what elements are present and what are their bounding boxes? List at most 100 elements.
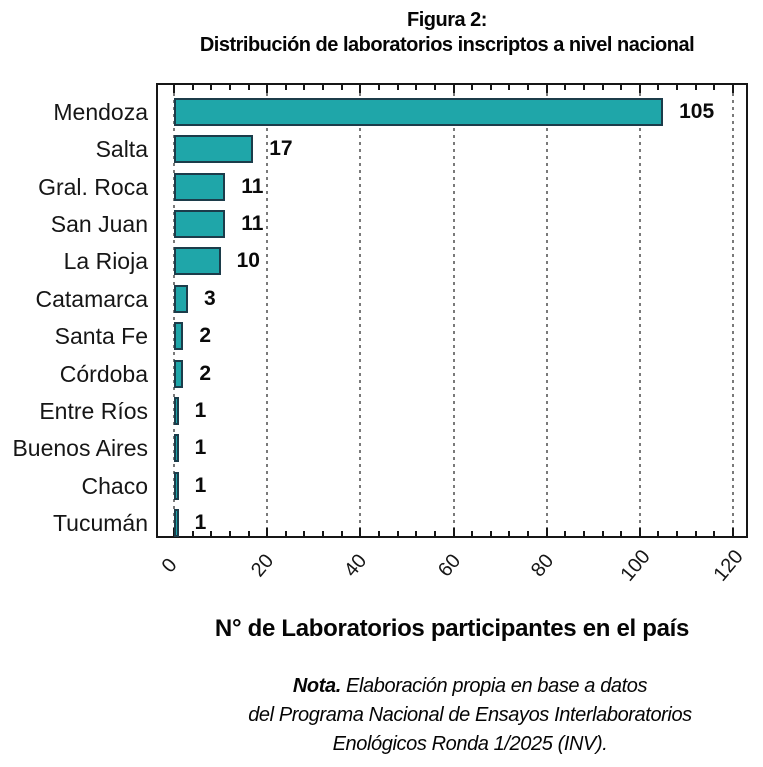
figure-title: Figura 2: Distribución de laboratorios i… bbox=[137, 8, 757, 58]
bar-mendoza bbox=[174, 98, 664, 126]
note-line1-text: Elaboración propia en base a datos bbox=[346, 675, 648, 697]
tick-top-120 bbox=[732, 85, 734, 93]
bar-cordoba bbox=[174, 359, 184, 388]
tick-top-24 bbox=[284, 85, 287, 90]
bar-buenos-aires bbox=[174, 434, 179, 463]
tick-bottom-52 bbox=[415, 531, 418, 536]
tick-top-52 bbox=[415, 85, 418, 90]
tick-bottom-40 bbox=[359, 528, 362, 536]
value-label-entre-rios: 1 bbox=[194, 398, 207, 422]
tick-bottom-20 bbox=[266, 528, 269, 536]
tick-bottom-108 bbox=[676, 531, 679, 536]
figure-title-line2: Distribución de laboratorios inscriptos … bbox=[199, 34, 695, 56]
value-label-gral-roca: 11 bbox=[241, 174, 264, 198]
note-line-2: del Programa Nacional de Ensayos Interla… bbox=[248, 704, 692, 726]
tick-bottom-36 bbox=[340, 531, 343, 536]
tick-bottom-56 bbox=[433, 531, 436, 536]
tick-bottom-104 bbox=[657, 531, 660, 536]
x-tick-label-40: 40 bbox=[340, 550, 372, 582]
category-label-mendoza: Mendoza bbox=[53, 99, 148, 125]
value-label-la-rioja: 10 bbox=[236, 249, 260, 273]
bar-salta bbox=[174, 135, 254, 164]
gridline-x-20 bbox=[266, 86, 269, 535]
tick-top-116 bbox=[713, 85, 716, 90]
tick-top-8 bbox=[210, 85, 213, 90]
tick-bottom-72 bbox=[508, 531, 511, 536]
x-axis-title: N° de Laboratorios participantes en el p… bbox=[214, 615, 690, 642]
value-label-chaco: 1 bbox=[194, 473, 207, 497]
plot-border bbox=[156, 83, 748, 538]
tick-bottom-60 bbox=[452, 528, 455, 536]
bar-la-rioja bbox=[174, 247, 221, 276]
x-tick-label-0: 0 bbox=[157, 554, 182, 578]
tick-bottom-12 bbox=[228, 531, 231, 536]
tick-bottom-80 bbox=[545, 528, 548, 536]
tick-bottom-64 bbox=[471, 531, 474, 536]
tick-top-0 bbox=[173, 85, 175, 93]
tick-bottom-32 bbox=[322, 531, 325, 536]
tick-bottom-112 bbox=[694, 531, 697, 536]
tick-top-68 bbox=[489, 85, 492, 90]
value-label-cordoba: 2 bbox=[199, 361, 211, 385]
gridline-x-120 bbox=[732, 86, 734, 535]
note-line-3: Enológicos Ronda 1/2025 (INV). bbox=[332, 733, 608, 755]
tick-bottom-84 bbox=[564, 531, 567, 536]
note-line-1: Nota. Elaboración propia en base a datos bbox=[160, 672, 763, 701]
tick-bottom-88 bbox=[582, 531, 585, 536]
category-label-chaco: Chaco bbox=[81, 472, 148, 499]
tick-top-44 bbox=[377, 85, 380, 90]
note-lead: Nota. bbox=[292, 675, 341, 697]
value-label-salta: 17 bbox=[269, 137, 293, 161]
tick-bottom-96 bbox=[620, 531, 623, 536]
x-tick-label-60: 60 bbox=[433, 550, 465, 582]
tick-bottom-68 bbox=[489, 531, 492, 536]
source-note: Nota. Elaboración propia en base a datos… bbox=[160, 672, 763, 759]
gridline-x-80 bbox=[545, 86, 548, 535]
tick-top-60 bbox=[452, 85, 455, 93]
tick-top-76 bbox=[527, 85, 530, 90]
category-label-santa-fe: Santa Fe bbox=[54, 323, 148, 350]
tick-bottom-92 bbox=[601, 531, 604, 536]
tick-top-112 bbox=[694, 85, 697, 90]
category-label-salta: Salta bbox=[95, 136, 148, 163]
tick-bottom-76 bbox=[527, 531, 530, 536]
tick-bottom-8 bbox=[210, 531, 213, 536]
tick-bottom-44 bbox=[377, 531, 380, 536]
bar-san-juan bbox=[174, 210, 226, 239]
tick-top-84 bbox=[564, 85, 567, 90]
tick-bottom-116 bbox=[713, 531, 716, 536]
value-label-mendoza: 105 bbox=[679, 100, 715, 123]
tick-top-20 bbox=[266, 85, 269, 93]
tick-top-64 bbox=[471, 85, 474, 90]
tick-top-100 bbox=[638, 85, 641, 93]
value-label-san-juan: 11 bbox=[241, 212, 264, 236]
tick-bottom-100 bbox=[638, 528, 641, 536]
category-label-entre-rios: Entre Ríos bbox=[39, 397, 148, 424]
tick-top-32 bbox=[322, 85, 325, 90]
bar-chaco bbox=[174, 471, 179, 500]
category-label-san-juan: San Juan bbox=[50, 211, 148, 238]
bar-entre-rios bbox=[174, 396, 179, 425]
gridline-x-40 bbox=[359, 86, 362, 535]
category-label-tucuman: Tucumán bbox=[52, 509, 148, 536]
category-label-la-rioja: La Rioja bbox=[63, 248, 148, 275]
tick-top-56 bbox=[433, 85, 436, 90]
x-tick-label-20: 20 bbox=[247, 550, 279, 582]
tick-top-48 bbox=[396, 85, 399, 90]
gridline-x-60 bbox=[452, 86, 455, 535]
tick-bottom-24 bbox=[284, 531, 287, 536]
gridline-x-100 bbox=[638, 86, 641, 535]
tick-top-28 bbox=[303, 85, 306, 90]
x-tick-label-80: 80 bbox=[526, 550, 558, 582]
category-label-catamarca: Catamarca bbox=[35, 285, 148, 312]
figure-title-line1: Figura 2: bbox=[407, 9, 487, 31]
tick-top-108 bbox=[676, 85, 679, 90]
tick-top-36 bbox=[340, 85, 343, 90]
tick-top-16 bbox=[247, 85, 250, 90]
category-label-cordoba: Córdoba bbox=[59, 360, 148, 387]
category-label-buenos-aires: Buenos Aires bbox=[12, 435, 148, 462]
category-label-gral-roca: Gral. Roca bbox=[38, 173, 148, 200]
tick-bottom-4 bbox=[191, 531, 194, 536]
tick-bottom-48 bbox=[396, 531, 399, 536]
